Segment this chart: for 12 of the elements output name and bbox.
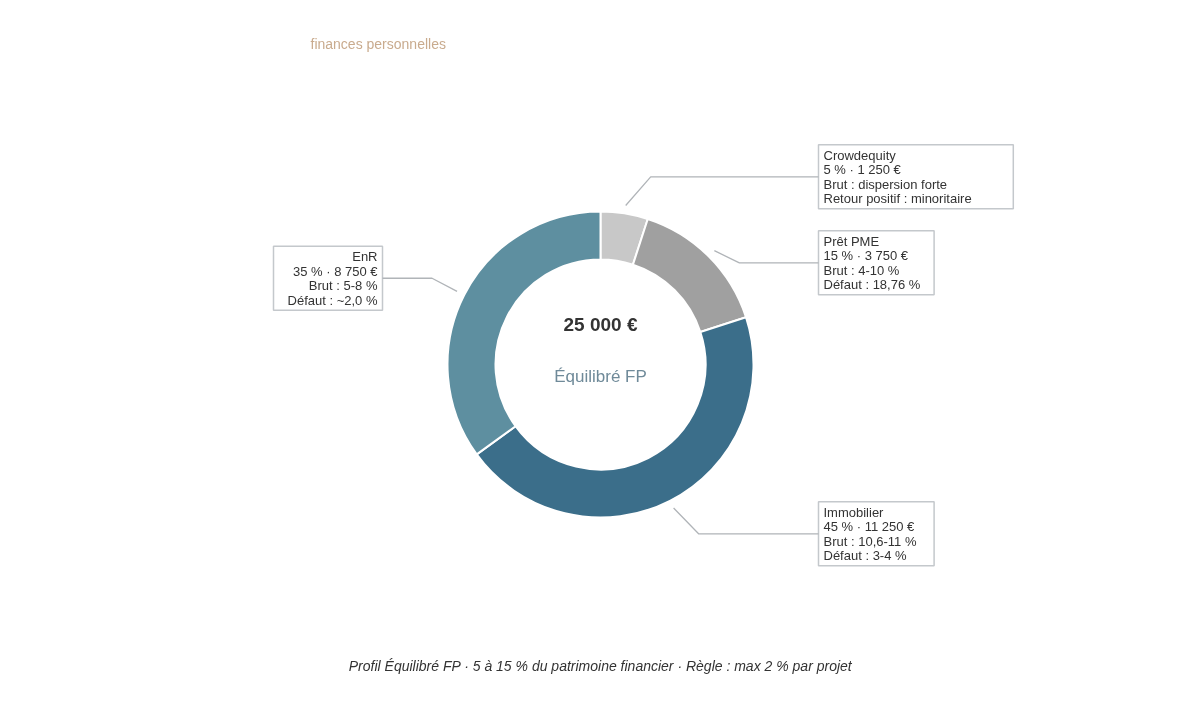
text: Profil Équilibré FP · 5 à 15 % du patrimoine financier · Règle : max 2 % par projet xyxy=(348,657,853,674)
data-label: 5 % · 1 250 € Brut : dispersion forte Retour positif : minoritaire xyxy=(823,162,972,207)
slice-label: Crowdequity xyxy=(823,147,897,163)
slice-label: Prêt PME xyxy=(823,233,880,249)
slice-label: Immobilier xyxy=(823,504,885,520)
data-label: 45 % · 11 250 € Brut : 10,6-11 % Défaut : 3-4 % xyxy=(823,519,917,564)
slice-label: EnR xyxy=(352,249,378,265)
text: Équilibré FP xyxy=(554,367,647,386)
text: 25 000 € xyxy=(563,314,638,335)
data-label: 35 % · 8 750 € Brut : 5-8 % Défaut : ~2,0 % xyxy=(287,263,379,308)
text: finances personnelles xyxy=(310,35,446,52)
data-label: 15 % · 3 750 € Brut : 4-10 % Défaut : 18,76 % xyxy=(823,248,921,293)
